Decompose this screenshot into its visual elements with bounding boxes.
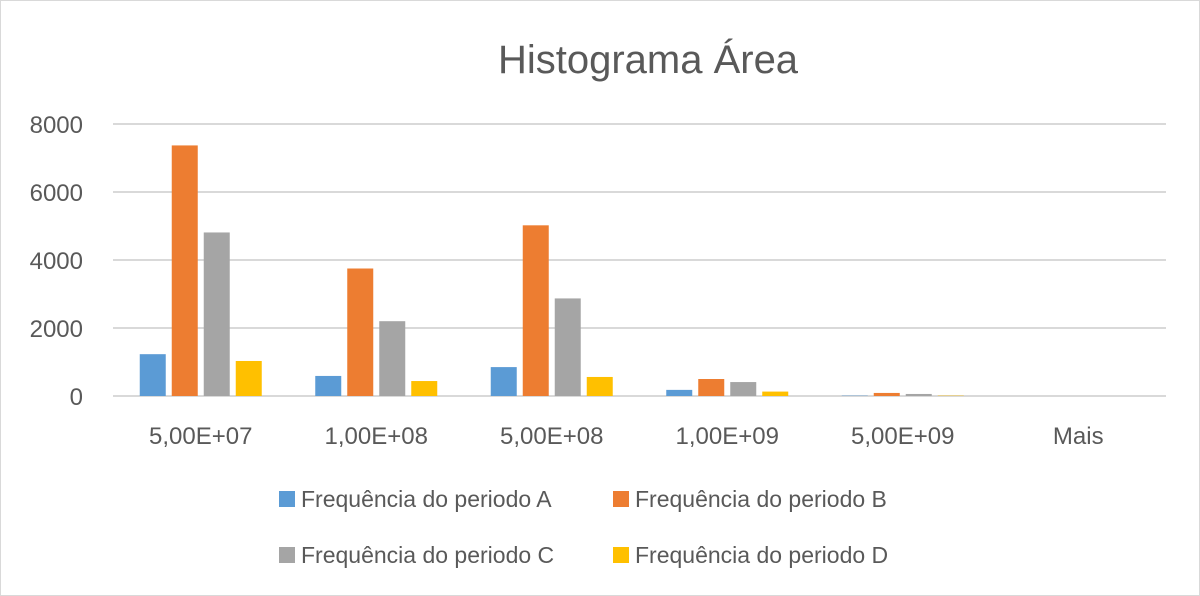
- x-tick-label: 1,00E+09: [676, 423, 779, 450]
- bar-b-1: [347, 268, 374, 396]
- bar-b-3: [698, 379, 725, 396]
- x-axis-ticks: 5,00E+07 1,00E+08 5,00E+08 1,00E+09 5,00E+09…: [149, 423, 1104, 450]
- bar-d-3: [762, 391, 789, 396]
- bar-a-1: [315, 375, 342, 396]
- bar-d-2: [586, 376, 613, 396]
- bar-d-0: [235, 360, 262, 396]
- bar-a-0: [139, 354, 166, 396]
- legend-swatch: [613, 547, 629, 563]
- bar-b-0: [171, 145, 198, 396]
- bar-c-3: [730, 382, 757, 396]
- bar-a-3: [666, 389, 693, 396]
- x-tick-label: 1,00E+08: [325, 423, 428, 450]
- legend-label: Frequência do periodo C: [301, 542, 554, 568]
- bar-c-1: [379, 321, 406, 396]
- bar-c-2: [554, 298, 581, 396]
- legend-label: Frequência do periodo D: [635, 542, 888, 568]
- legend-label: Frequência do periodo B: [635, 486, 887, 512]
- bar-d-1: [411, 381, 438, 396]
- y-tick-label: 0: [70, 384, 83, 411]
- legend-label: Frequência do periodo A: [301, 486, 552, 512]
- x-tick-label: Mais: [1053, 423, 1104, 450]
- chart-title: Histograma Área: [498, 37, 799, 82]
- bar-c-4: [905, 393, 932, 396]
- bar-c-0: [203, 232, 230, 396]
- bar-b-2: [522, 225, 549, 396]
- x-tick-label: 5,00E+09: [851, 423, 954, 450]
- bar-a-2: [490, 367, 517, 396]
- legend: Frequência do periodo A Frequência do per…: [279, 486, 888, 568]
- y-axis-ticks: 0 2000 4000 6000 8000: [30, 112, 83, 411]
- x-tick-label: 5,00E+07: [149, 423, 252, 450]
- legend-swatch: [279, 547, 295, 563]
- y-tick-label: 4000: [30, 248, 83, 275]
- gridlines: [113, 123, 1166, 397]
- legend-swatch: [279, 491, 295, 507]
- y-tick-label: 2000: [30, 316, 83, 343]
- legend-swatch: [613, 491, 629, 507]
- y-tick-label: 6000: [30, 180, 83, 207]
- y-tick-label: 8000: [30, 112, 83, 139]
- bars: [139, 145, 964, 396]
- x-tick-label: 5,00E+08: [500, 423, 603, 450]
- bar-b-4: [873, 392, 900, 396]
